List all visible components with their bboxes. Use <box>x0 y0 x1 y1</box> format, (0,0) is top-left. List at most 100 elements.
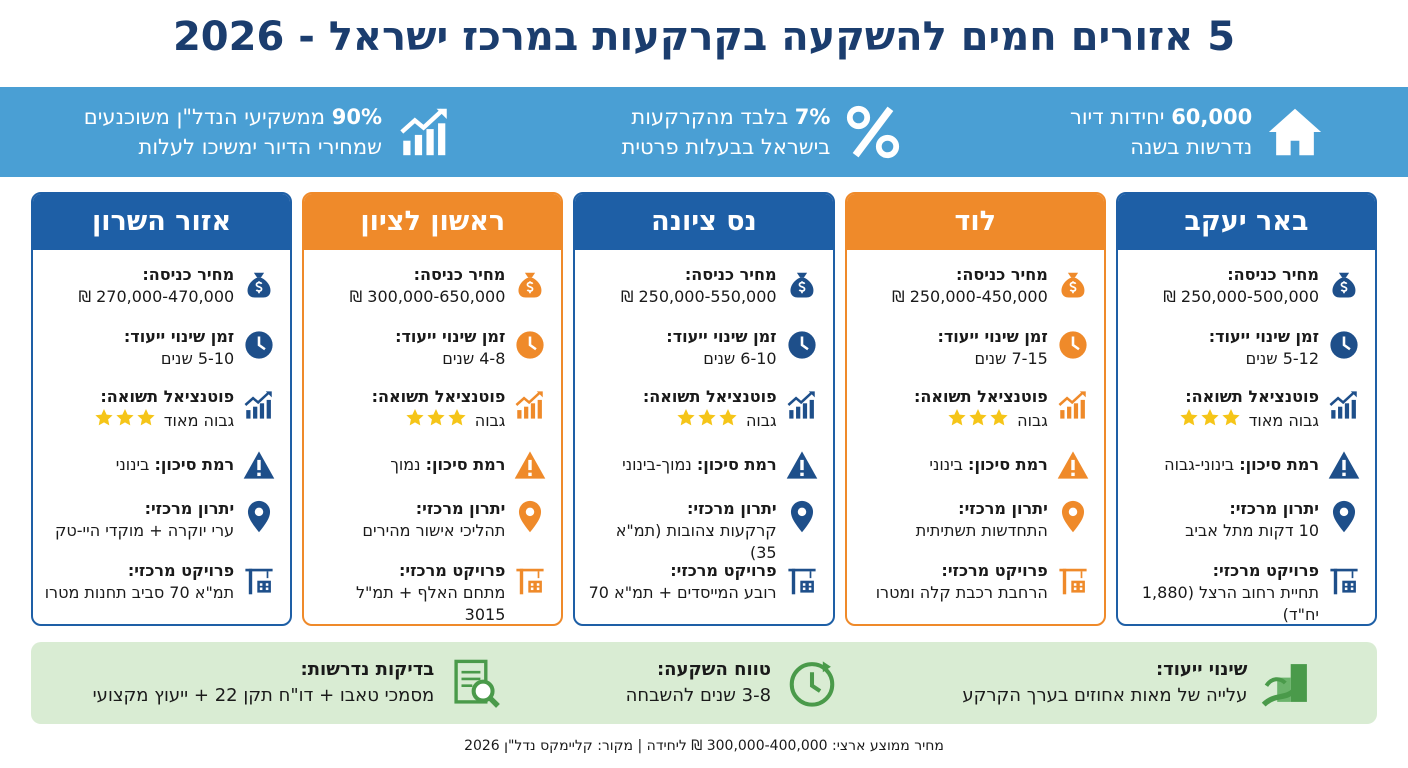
icon-part <box>787 391 813 406</box>
icon-part <box>1342 336 1351 351</box>
row-icon <box>1056 266 1090 300</box>
info-row: פוטנציאל תשואה: גבוה <box>847 382 1104 442</box>
row-label: זמן שינוי ייעוד: <box>666 327 777 346</box>
icon-part <box>248 568 253 595</box>
icon-part <box>809 399 814 419</box>
icon-part <box>802 583 811 591</box>
row-text: מחיר כניסה: 250,000-500,000 ₪ <box>1163 264 1319 308</box>
region-name: ראשון לציון <box>304 194 562 250</box>
icon-part <box>969 409 987 426</box>
icon-part <box>515 391 542 406</box>
row-icon <box>513 328 547 362</box>
row-value: גבוה מאוד <box>1248 411 1319 430</box>
icon-part <box>719 409 737 426</box>
row-icon <box>785 388 819 422</box>
icon-part <box>1350 583 1354 586</box>
icon-part <box>526 507 535 517</box>
row-value-line: תחיית רחוב הרצל (1,880 יח"ד) <box>1128 582 1319 624</box>
row-text: פרויקט מרכזי: תמ"א 70 סביב תחנות מטרו <box>45 560 235 604</box>
icon-part <box>1073 403 1078 419</box>
icon-part <box>1332 500 1356 533</box>
stat-line: 7% בלבד מהקרקעות <box>622 102 830 132</box>
icon-part <box>698 409 716 426</box>
icon-part <box>1330 568 1358 572</box>
row-value: 4-8 שנים <box>442 349 506 368</box>
row-value: 300,000-650,000 ₪ <box>349 287 506 306</box>
stat-icon <box>844 103 902 161</box>
tip-body: מסמכי טאבו + דו"ח תקן 22 + ייעוץ מקצועי <box>92 685 435 706</box>
icon-part <box>1342 580 1356 593</box>
stat-text: בלבד מהקרקעות <box>631 105 789 129</box>
icon-part <box>1262 688 1296 707</box>
tip-body: 3-8 שנים להשבחה <box>625 685 772 706</box>
region-card: נס ציונה מחיר כניסה: 250,000-550,000 ₪ זמן … <box>573 192 835 626</box>
row-text: זמן שינוי ייעוד: 5-12 שנים <box>1209 326 1319 370</box>
icon-part <box>798 281 805 294</box>
icon-part <box>524 406 529 419</box>
info-row: יתרון מרכזי: קרקעות צהובות (תמ"א 35) <box>575 494 832 562</box>
icon-part <box>1068 507 1078 517</box>
icon-part <box>257 336 266 351</box>
icon-part <box>790 272 814 298</box>
tip-title: בדיקות נדרשות: <box>300 659 435 680</box>
icon-part <box>1060 410 1065 419</box>
row-label: יתרון מרכזי: <box>958 499 1048 518</box>
icon-part <box>471 679 495 703</box>
row-label: יתרון מרכזי: <box>1229 499 1319 518</box>
row-text: פוטנציאל תשואה: גבוה מאוד <box>94 386 234 432</box>
icon-part <box>1342 459 1346 471</box>
row-text: מחיר כניסה: 300,000-650,000 ₪ <box>350 264 506 308</box>
row-value: מתחם האלף + תמ"ל 3015 <box>355 583 506 624</box>
icon-part <box>948 409 1008 426</box>
region-name: לוד <box>846 194 1104 250</box>
row-icon <box>242 388 276 422</box>
icon-part <box>526 281 534 294</box>
stat-line2: בישראל בבעלות פרטית <box>621 135 831 159</box>
row-icon <box>1056 500 1090 534</box>
icon-part <box>520 568 524 595</box>
tip-body: עלייה של מאות אחוזים בערך הקרקע <box>962 685 1248 706</box>
icon-part <box>257 472 261 477</box>
icon-part <box>448 409 466 426</box>
row-text: פרויקט מרכזי: מתחם האלף + תמ"ל 3015 <box>314 560 506 624</box>
icon-part <box>529 336 538 351</box>
icon-part <box>537 583 540 586</box>
row-value: גבוה <box>474 411 506 430</box>
row-value-line: 250,000-500,000 ₪ <box>1163 286 1319 308</box>
info-row: זמן שינוי ייעוד: 4-8 שנים <box>304 322 561 382</box>
icon-part <box>266 399 272 419</box>
info-row: יתרון מרכזי: תהליכי אישור מהירים <box>304 494 561 556</box>
icon-part <box>790 500 813 533</box>
row-value-line: 5-10 שנים <box>124 348 234 370</box>
icon-part <box>1073 583 1083 591</box>
row-icon <box>513 562 547 596</box>
icon-part <box>847 105 871 130</box>
icon-part <box>260 587 263 591</box>
info-row: פוטנציאל תשואה: גבוה מאוד <box>1118 382 1375 442</box>
row-icon <box>1327 562 1361 596</box>
row-label: פוטנציאל תשואה: <box>642 387 777 406</box>
row-text: רמת סיכון: נמוך <box>390 454 505 476</box>
row-label: רמת סיכון: <box>425 455 506 474</box>
row-value-line: ערי יוקרה + מוקדי היי-טק <box>55 520 234 542</box>
tip-title: טווח השקעה: <box>656 659 772 680</box>
row-value: גבוה <box>745 411 777 430</box>
row-value: קרקעות צהובות (תמ"א 35) <box>615 521 777 562</box>
icon-part <box>1344 583 1348 586</box>
icon-part <box>1071 336 1080 351</box>
row-text: מחיר כניסה: 250,000-450,000 ₪ <box>892 264 1048 308</box>
row-text: פרויקט מרכזי: הרחבת רכבת קלה ומטרו <box>876 560 1048 604</box>
icon-part <box>698 409 716 426</box>
icon-part <box>1342 472 1346 477</box>
icon-part <box>1344 403 1350 419</box>
icon-part <box>265 391 272 398</box>
row-label: פוטנציאל תשואה: <box>371 387 506 406</box>
icon-part <box>1351 399 1356 419</box>
row-value: בינוני <box>115 455 150 474</box>
row-value-line: 250,000-550,000 ₪ <box>621 286 777 308</box>
icon-part <box>260 583 263 586</box>
row-label: פרויקט מרכזי: <box>670 561 777 580</box>
icon-part <box>438 123 446 156</box>
row-text: יתרון מרכזי: התחדשות תשתיתית <box>916 498 1048 542</box>
